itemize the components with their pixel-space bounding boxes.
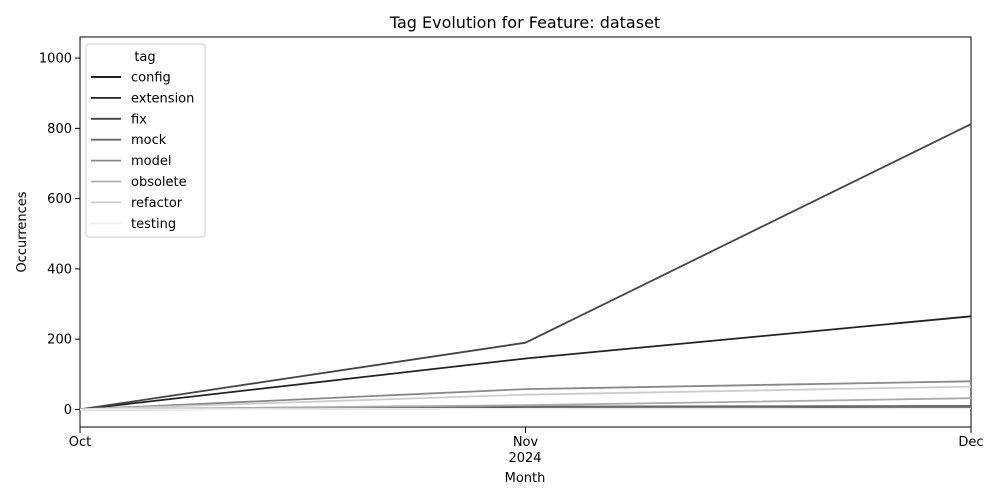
legend-title: tag — [134, 50, 155, 65]
x-tick-label: Oct — [69, 435, 91, 450]
plot-area — [79, 36, 972, 428]
series-lines — [79, 123, 972, 411]
series-line-extension — [79, 315, 972, 411]
legend-label-fix: fix — [131, 112, 147, 127]
legend-label-mock: mock — [131, 133, 167, 148]
legend-label-obsolete: obsolete — [131, 175, 187, 190]
series-line-obsolete — [79, 397, 972, 411]
legend-label-refactor: refactor — [131, 196, 183, 211]
y-tick-label: 400 — [47, 262, 72, 277]
legend: tag config extension fix mock model obsolete r… — [85, 43, 206, 238]
x-tick-label: Nov — [513, 435, 539, 450]
y-tick-label: 800 — [47, 122, 72, 137]
x-tick-label: Dec — [958, 435, 983, 450]
y-axis: 0 200 400 600 800 1000 — [39, 52, 80, 418]
legend-label-config: config — [131, 71, 171, 86]
y-tick-label: 1000 — [39, 52, 72, 67]
legend-box — [85, 43, 206, 238]
y-tick-label: 200 — [47, 333, 72, 348]
y-axis-label: Occurrences — [15, 191, 30, 272]
series-line-model — [79, 380, 972, 411]
x-year-label: 2024 — [508, 451, 541, 466]
x-axis: Oct Nov Dec — [69, 427, 984, 450]
legend-label-testing: testing — [131, 217, 176, 232]
legend-label-model: model — [131, 154, 171, 169]
chart-title: Tag Evolution for Feature: dataset — [389, 13, 660, 32]
y-tick-label: 0 — [64, 403, 72, 418]
legend-label-extension: extension — [131, 91, 194, 106]
series-line-fix — [79, 123, 972, 411]
y-tick-label: 600 — [47, 192, 72, 207]
legend-items: config extension fix mock model obsolete refac… — [91, 71, 194, 232]
x-axis-label: Month — [505, 471, 546, 486]
series-line-refactor — [79, 385, 972, 411]
series-line-testing — [79, 407, 972, 411]
